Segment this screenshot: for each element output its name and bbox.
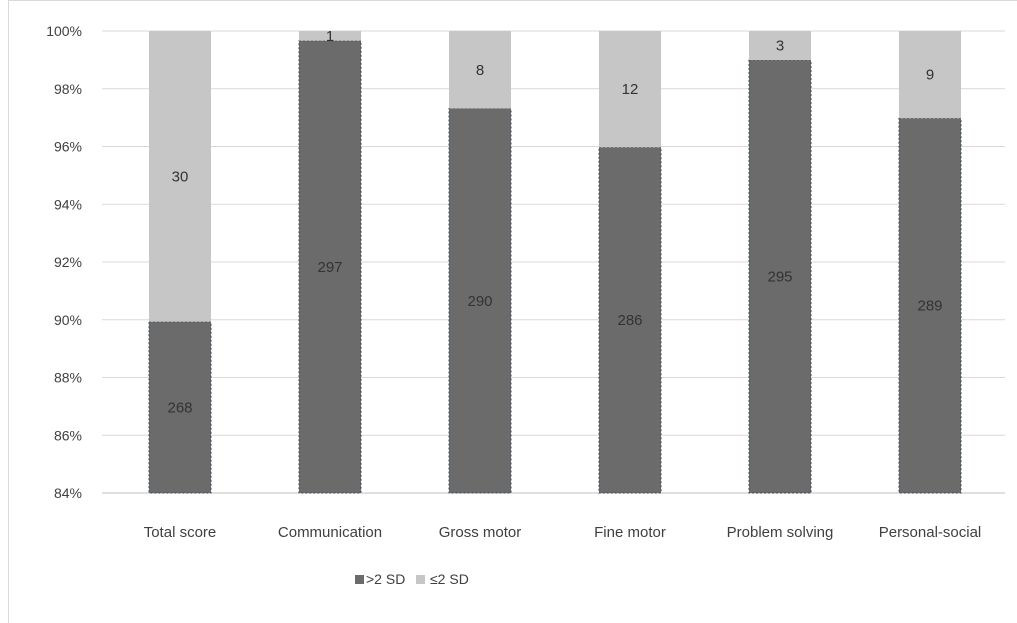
bar-segment-le2sd xyxy=(599,31,661,148)
bar-segment-gt2sd xyxy=(748,59,812,494)
bar-segment-le2sd xyxy=(899,31,961,119)
data-label: 295 xyxy=(767,269,792,286)
legend-label: ≤2 SD xyxy=(430,571,469,587)
y-tick-label: 86% xyxy=(54,427,82,443)
bar-segment-gt2sd xyxy=(148,321,212,494)
bars: 268 30 297 1 290 8 286 12 295 3 289 9 xyxy=(148,28,962,494)
legend-swatch-gt2sd xyxy=(355,575,364,584)
x-category-label: Problem solving xyxy=(727,524,834,541)
y-axis: 84% 86% 88% 90% 92% 94% 96% 98% 100% xyxy=(46,23,82,501)
data-label: 30 xyxy=(172,168,189,185)
legend: >2 SD ≤2 SD xyxy=(355,571,469,587)
bar-segment-le2sd xyxy=(449,31,511,109)
bar-segment-le2sd xyxy=(149,31,211,322)
y-tick-label: 84% xyxy=(54,485,82,501)
data-label: 286 xyxy=(617,312,642,329)
bar-segment-gt2sd xyxy=(448,108,512,494)
x-category-label: Total score xyxy=(144,524,217,541)
data-label: 8 xyxy=(476,62,484,79)
x-category-label: Communication xyxy=(278,524,382,541)
data-label: 3 xyxy=(776,38,784,55)
y-tick-label: 100% xyxy=(46,23,82,39)
bar-segment-le2sd xyxy=(299,31,361,41)
x-axis: Total score Communication Gross motor Fine … xyxy=(144,524,982,541)
data-label: 9 xyxy=(926,67,934,84)
legend-swatch-le2sd xyxy=(416,575,425,584)
data-label: 268 xyxy=(167,399,192,416)
data-label: 1 xyxy=(326,28,334,45)
x-category-label: Gross motor xyxy=(439,524,522,541)
bar-segment-gt2sd xyxy=(298,40,362,494)
data-label: 12 xyxy=(622,81,639,98)
y-tick-label: 88% xyxy=(54,370,82,386)
bar-segment-gt2sd xyxy=(598,146,662,494)
legend-label: >2 SD xyxy=(366,571,405,587)
gridlines xyxy=(102,30,1005,494)
y-tick-label: 94% xyxy=(54,196,82,212)
y-tick-label: 98% xyxy=(54,81,82,97)
y-tick-label: 96% xyxy=(54,139,82,155)
y-tick-label: 90% xyxy=(54,312,82,328)
x-category-label: Fine motor xyxy=(594,524,666,541)
data-label: 289 xyxy=(917,298,942,315)
bar-segment-gt2sd xyxy=(898,117,962,494)
chart-frame xyxy=(8,0,1017,623)
x-category-label: Personal-social xyxy=(879,524,982,541)
data-label: 297 xyxy=(317,259,342,276)
bar-segment-le2sd xyxy=(749,31,811,61)
y-tick-label: 92% xyxy=(54,254,82,270)
data-label: 290 xyxy=(467,293,492,310)
